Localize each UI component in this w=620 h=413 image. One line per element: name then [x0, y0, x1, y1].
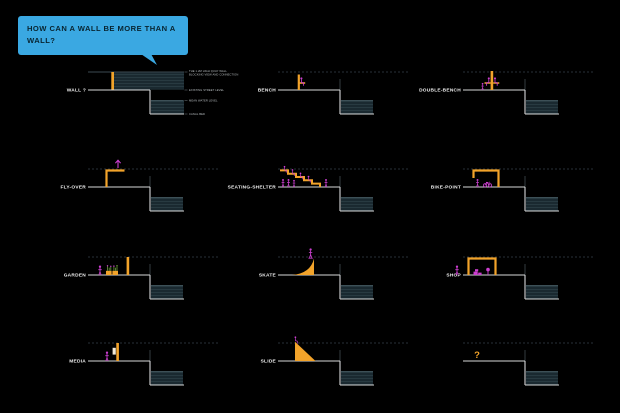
plants: [107, 266, 118, 271]
person-icon: [493, 76, 498, 87]
person-icon: [481, 82, 485, 91]
diagram-label: FLY-OVER: [60, 185, 86, 191]
person-icon: [324, 178, 328, 188]
crate: [475, 269, 479, 272]
section-base: [277, 256, 409, 300]
fly-over-deck: [105, 169, 125, 187]
plant-top: [116, 265, 118, 267]
existing-wall: [111, 72, 114, 90]
bubble-tail: [138, 52, 157, 65]
diagram-label: BIKE-POINT: [431, 185, 461, 191]
crate: [478, 272, 482, 275]
diagram-seating-shelter: SEATING-SHELTER: [228, 165, 409, 212]
speech-bubble: HOW CAN A WALL BE MORE THAN A WALL?: [18, 16, 188, 56]
bike-icon: [483, 181, 492, 188]
planter-box: [106, 270, 112, 275]
diagram-bike-point: BIKE-POINT: [431, 168, 594, 212]
question-mark: ?: [474, 350, 480, 361]
diagram-bench: BENCH: [258, 71, 409, 115]
diagram-label: SHOP: [446, 273, 461, 279]
arrow-up-icon: [114, 159, 122, 169]
person-icon: [308, 247, 313, 259]
person-icon: [291, 168, 295, 177]
bench-wall: [490, 71, 494, 90]
ground-line: [88, 89, 184, 115]
diagram-garden: GARDEN: [64, 256, 219, 300]
section-base: [87, 256, 219, 300]
person-icon: [299, 172, 303, 180]
diagram-label: SEATING-SHELTER: [228, 185, 277, 191]
flower: [113, 265, 115, 267]
diagram-label: GARDEN: [64, 273, 87, 279]
media-wall: [116, 343, 119, 361]
diagram-double-bench: DOUBLE-BENCH: [419, 71, 594, 115]
skate-ramp: [292, 258, 314, 275]
section-base: [462, 256, 594, 300]
section-base: [277, 168, 409, 212]
person-icon: [286, 178, 291, 188]
crate: [473, 271, 478, 275]
blocked-zone-fill: [114, 72, 184, 90]
annotation: EXISTING STREET LEVEL: [189, 88, 224, 92]
bubble-text: HOW CAN A WALL BE MORE THAN A WALL?: [27, 24, 176, 46]
person-icon: [97, 265, 103, 276]
flower: [110, 265, 112, 267]
section-base: [462, 71, 594, 115]
stepped-seating: [280, 169, 321, 187]
annotation: MEAN WATER LEVEL: [189, 99, 218, 103]
diagram-label: MEDIA: [69, 359, 86, 365]
flower: [106, 265, 109, 267]
shop-canopy: [467, 257, 497, 275]
section-base: [462, 342, 594, 386]
diagram-wall: WALL ? THE 1.2M HIGH QUAY WALL BLOCKING …: [67, 69, 239, 116]
media-screen: [112, 347, 116, 355]
diagram-label: WALL ?: [67, 88, 86, 94]
tree-top: [486, 267, 490, 272]
section-base: [87, 342, 219, 386]
person-icon: [281, 178, 285, 188]
diagram-shop: SHOP: [446, 256, 594, 300]
diagram-question: ?: [462, 342, 594, 386]
person-icon: [294, 336, 298, 344]
planter-box: [112, 270, 118, 275]
person-icon: [292, 179, 296, 188]
annotation: BLOCKING VIEW AND CONNECTION: [189, 72, 238, 76]
diagram-label: BENCH: [258, 88, 277, 94]
annotation: THE 1.2M HIGH QUAY WALL: [189, 69, 227, 73]
diagram-label: DOUBLE-BENCH: [419, 88, 461, 94]
person-icon: [475, 178, 480, 188]
person-icon: [299, 76, 305, 87]
person-icon: [283, 165, 287, 173]
person-icon: [486, 76, 491, 87]
section-base: [277, 71, 409, 115]
section-base: [462, 168, 594, 212]
person-icon: [104, 351, 110, 362]
annotation-leaders: [184, 71, 188, 115]
diagram-media: MEDIA: [69, 342, 219, 386]
wall-strip: [126, 257, 130, 275]
diagram-label: SLIDE: [261, 359, 277, 365]
person-icon: [307, 175, 311, 183]
diagram-slide: SLIDE: [261, 336, 409, 386]
diagram-label: SKATE: [259, 273, 277, 279]
bike-canopy: [472, 169, 500, 187]
slide-ramp: [295, 341, 316, 361]
diagram-fly-over: FLY-OVER: [60, 159, 219, 212]
annotation: CANAL BED: [189, 112, 205, 116]
water-fill: [151, 100, 184, 114]
diagram-skate: SKATE: [259, 247, 409, 300]
